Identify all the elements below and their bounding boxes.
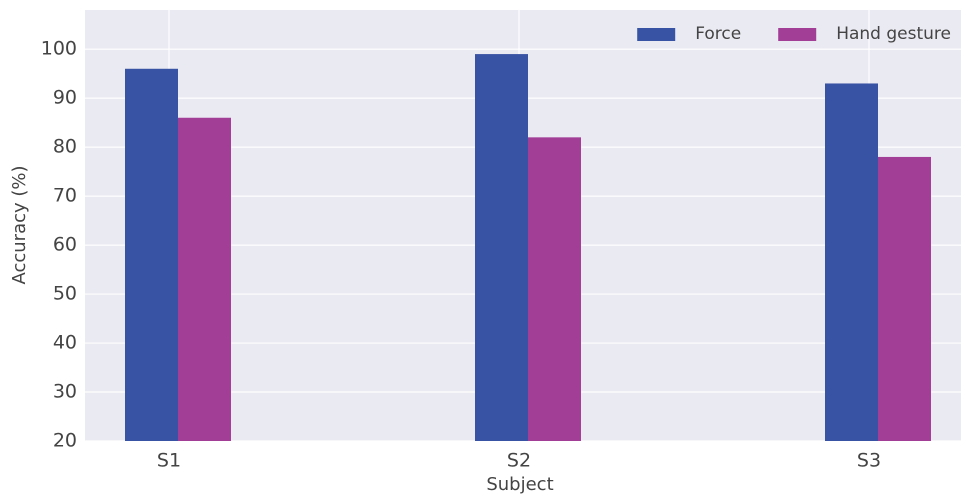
y-tick-label: 80: [53, 136, 77, 158]
x-axis-label: Subject: [486, 474, 553, 495]
y-tick-label: 60: [53, 234, 77, 256]
y-tick-label: 70: [53, 185, 77, 207]
bar: [125, 68, 178, 441]
y-axis-label: Accuracy (%): [9, 165, 30, 284]
bar: [878, 156, 931, 441]
y-tick-label: 30: [53, 381, 77, 403]
y-tick-label: 20: [53, 430, 77, 452]
legend-swatch: [637, 28, 676, 41]
legend-label: Force: [695, 24, 741, 44]
legend-label: Hand gesture: [836, 24, 951, 44]
bar: [475, 54, 528, 442]
bar: [528, 137, 581, 441]
y-tick-label: 50: [53, 283, 77, 305]
y-tick-label: 40: [53, 332, 77, 354]
x-tick-label: S2: [507, 450, 531, 472]
x-tick-label: S3: [857, 450, 881, 472]
x-tick-label: S1: [157, 450, 181, 472]
legend-swatch: [778, 28, 817, 41]
bar: [825, 83, 878, 441]
y-tick-label: 100: [41, 38, 77, 60]
y-tick-label: 90: [53, 87, 77, 109]
bar: [178, 117, 231, 441]
